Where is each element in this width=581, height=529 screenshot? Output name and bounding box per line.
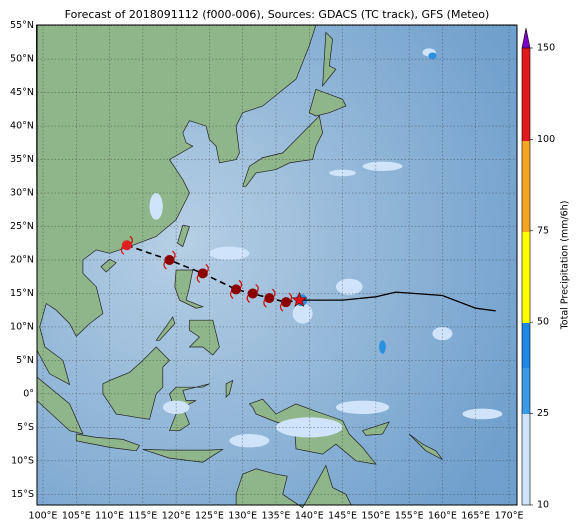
y-tick-label: 50°N <box>10 54 34 65</box>
landmass <box>188 319 220 356</box>
x-tick-label: 150°E <box>361 511 390 522</box>
y-tick-label: 0° <box>23 388 34 399</box>
landmass <box>75 433 141 452</box>
rain-area <box>209 246 250 260</box>
colorbar-tick-label: 10 <box>537 500 549 511</box>
landmass <box>102 346 170 420</box>
track-point <box>280 297 291 308</box>
y-tick-label: 5°S <box>17 422 34 433</box>
x-tick-label: 170°E <box>495 511 524 522</box>
x-tick-label: 160°E <box>428 511 457 522</box>
x-tick-label: 145°E <box>328 511 357 522</box>
y-tick-label: 20°N <box>10 254 34 265</box>
x-tick-label: 105°E <box>62 511 91 522</box>
landmass <box>322 31 337 87</box>
y-tick-label: 30°N <box>10 188 34 199</box>
landmass <box>225 379 234 399</box>
y-tick-label: 15°N <box>10 288 34 299</box>
y-tick-label: 15°S <box>11 489 34 500</box>
landmass <box>100 258 117 273</box>
x-tick-label: 140°E <box>295 511 324 522</box>
y-tick-label: 40°N <box>10 121 34 132</box>
track-point <box>231 284 242 295</box>
rain-area <box>462 408 503 420</box>
landmass <box>155 316 176 341</box>
y-tick-label: 35°N <box>10 154 34 165</box>
y-tick-label: 10°S <box>11 455 34 466</box>
colorbar-tick-label: 50 <box>537 317 549 328</box>
rain-area <box>229 434 270 448</box>
track-past <box>126 244 300 304</box>
current-position <box>291 291 308 307</box>
landmass <box>242 115 323 187</box>
colorbar-segment <box>522 368 530 414</box>
precipitation <box>149 48 503 448</box>
x-tick-label: 100°E <box>29 511 58 522</box>
colorbar: Total Precipitation (mm/6h) <box>521 27 571 506</box>
map-title: Forecast of 2018091112 (f000-006), Sourc… <box>65 8 490 21</box>
rain-area <box>149 193 163 220</box>
colorbar-frame <box>521 47 531 506</box>
landmass <box>168 383 210 432</box>
colorbar-segment <box>522 414 530 505</box>
landmass <box>177 224 190 248</box>
rain-area <box>292 303 313 324</box>
colorbar-tick-label: 25 <box>537 408 549 419</box>
map-frame <box>36 24 518 506</box>
colorbar-segment <box>522 323 530 368</box>
track-point <box>197 268 208 279</box>
x-tick-label: 110°E <box>95 511 124 522</box>
landmass <box>142 448 224 463</box>
y-tick-label: 55°N <box>10 20 34 31</box>
colorbar-tick-label: 150 <box>537 43 555 54</box>
y-tick-label: 45°N <box>10 87 34 98</box>
rain-area <box>362 161 403 171</box>
grid <box>37 25 517 505</box>
colorbar-label: Total Precipitation (mm/6h) <box>560 201 571 331</box>
storm-track <box>120 235 496 312</box>
x-tick-label: 155°E <box>395 511 424 522</box>
track-point <box>121 240 132 251</box>
colorbar-extend <box>521 27 531 49</box>
rain-area <box>335 400 390 414</box>
track-point <box>247 288 258 299</box>
landmass <box>235 464 352 509</box>
landmass <box>408 433 443 460</box>
track-forecast <box>299 291 496 312</box>
colorbar-tick-label: 100 <box>537 134 555 145</box>
y-tick-label: 25°N <box>10 221 34 232</box>
x-tick-label: 130°E <box>228 511 257 522</box>
x-tick-label: 120°E <box>162 511 191 522</box>
x-tick-label: 135°E <box>262 511 291 522</box>
y-tick-label: 5°N <box>16 355 34 366</box>
rain-core <box>428 52 437 60</box>
x-tick-label: 165°E <box>461 511 490 522</box>
track-point <box>264 293 275 304</box>
track-point <box>164 254 175 265</box>
rain-area <box>275 417 343 438</box>
x-tick-label: 115°E <box>128 511 157 522</box>
rain-area <box>335 278 363 295</box>
colorbar-segment <box>522 141 530 232</box>
colorbar-segment <box>522 48 530 141</box>
x-tick-label: 125°E <box>195 511 224 522</box>
colorbar-segment <box>522 232 530 323</box>
rain-core <box>379 340 386 354</box>
y-tick-label: 10°N <box>10 321 34 332</box>
colorbar-tick-label: 75 <box>537 225 549 236</box>
landmass <box>308 88 347 117</box>
